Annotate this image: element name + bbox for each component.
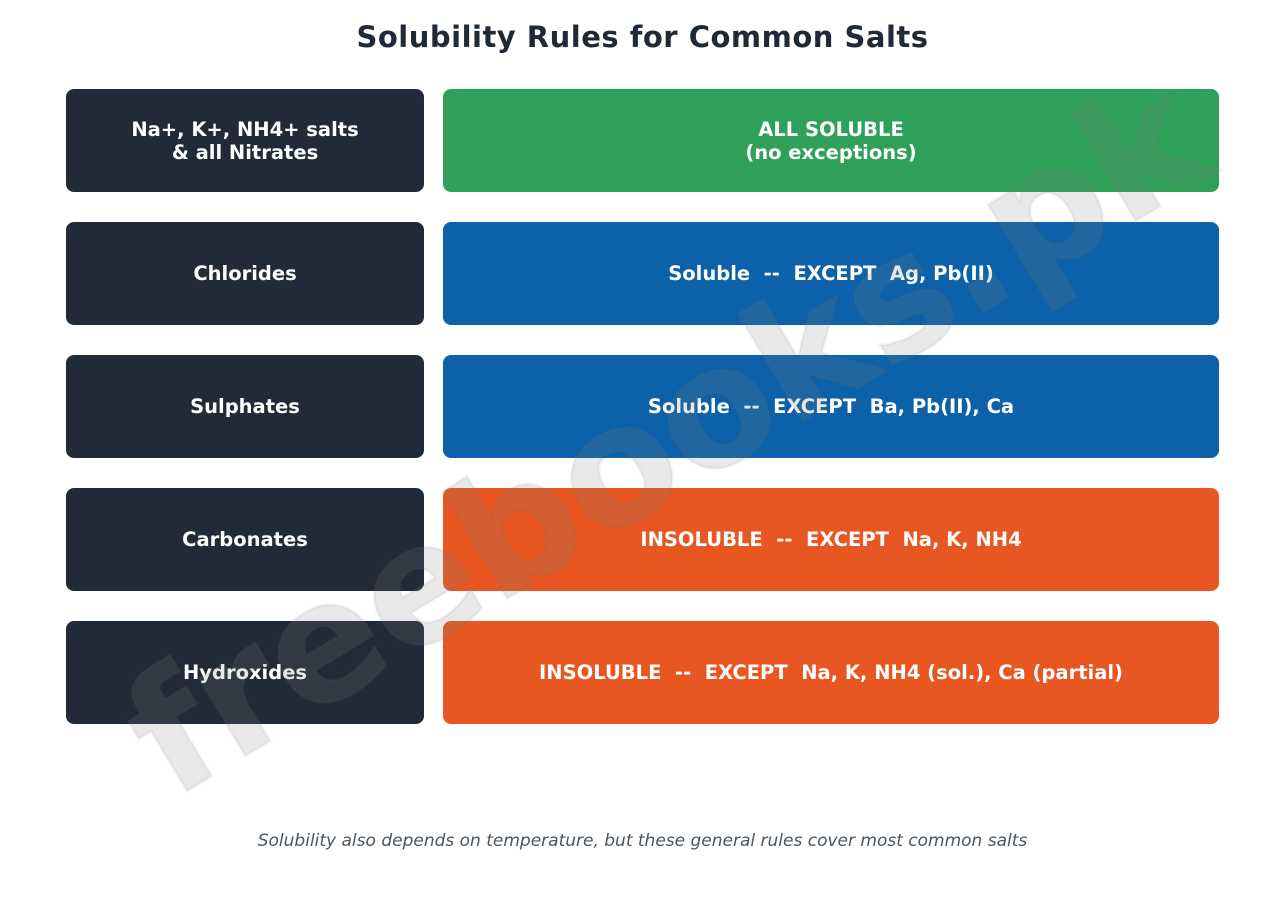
rule-value: ALL SOLUBLE (no exceptions) — [443, 89, 1219, 192]
rule-row-chlorides: Chlorides Soluble -- EXCEPT Ag, Pb(II) — [66, 222, 1219, 325]
rule-value: INSOLUBLE -- EXCEPT Na, K, NH4 (sol.), C… — [443, 621, 1219, 724]
rule-value: Soluble -- EXCEPT Ag, Pb(II) — [443, 222, 1219, 325]
rule-row-carbonates: Carbonates INSOLUBLE -- EXCEPT Na, K, NH… — [66, 488, 1219, 591]
rule-label: Sulphates — [66, 355, 424, 458]
rule-row-alkali-nitrates: Na+, K+, NH4+ salts & all Nitrates ALL S… — [66, 89, 1219, 192]
rule-label: Carbonates — [66, 488, 424, 591]
rule-label: Hydroxides — [66, 621, 424, 724]
diagram-title: Solubility Rules for Common Salts — [356, 20, 929, 54]
rule-label: Chlorides — [66, 222, 424, 325]
rule-value: Soluble -- EXCEPT Ba, Pb(II), Ca — [443, 355, 1219, 458]
rule-value: INSOLUBLE -- EXCEPT Na, K, NH4 — [443, 488, 1219, 591]
rule-row-sulphates: Sulphates Soluble -- EXCEPT Ba, Pb(II), … — [66, 355, 1219, 458]
rule-row-hydroxides: Hydroxides INSOLUBLE -- EXCEPT Na, K, NH… — [66, 621, 1219, 724]
rule-label: Na+, K+, NH4+ salts & all Nitrates — [66, 89, 424, 192]
footer-note: Solubility also depends on temperature, … — [257, 831, 1028, 851]
